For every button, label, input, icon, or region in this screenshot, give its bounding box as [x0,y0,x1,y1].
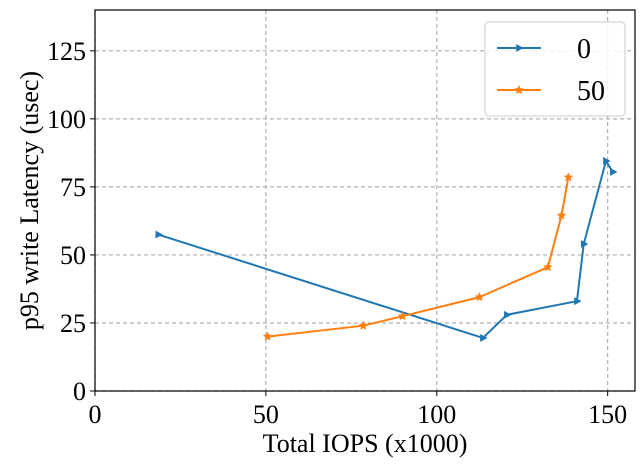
data-point [603,157,611,166]
legend-entry: 0 [497,34,591,65]
x-tick-label: 50 [253,400,279,429]
data-point [504,310,512,319]
data-point [563,172,574,182]
data-point [155,230,163,239]
data-point [262,331,273,341]
series-0 [155,157,618,342]
plot-frame [94,9,636,392]
axis-ticks: 0 50 100 150 0 25 50 75 100 125 [47,37,627,429]
legend-marker [514,84,524,95]
y-tick-label: 75 [60,173,86,202]
legend-label: 0 [577,34,591,65]
legend: 050 [484,21,626,117]
data-point [556,210,567,220]
data-point [610,167,618,176]
data-point [397,311,408,321]
series-line [267,177,570,338]
series-50 [262,172,574,341]
data-point [358,320,369,330]
x-tick-label: 150 [588,400,627,429]
y-tick-label: 125 [47,37,86,66]
x-tick-label: 100 [417,400,456,429]
y-tick-label: 50 [60,241,86,270]
data-point [480,333,488,342]
y-tick-label: 0 [73,377,86,406]
series-line [157,160,614,339]
x-tick-label: 0 [89,400,102,429]
x-axis-title: Total IOPS (x1000) [263,429,468,458]
data-point [580,240,589,249]
data-point [474,291,485,302]
y-tick-label: 100 [47,105,86,134]
y-axis-title: p95 write Latency (usec) [15,71,44,330]
y-tick-label: 25 [60,309,86,338]
data-point [574,297,582,306]
legend-marker [516,44,524,52]
legend-label: 50 [577,76,605,107]
legend-entry: 50 [497,76,605,107]
series-layer [155,157,618,342]
data-point [542,262,553,272]
